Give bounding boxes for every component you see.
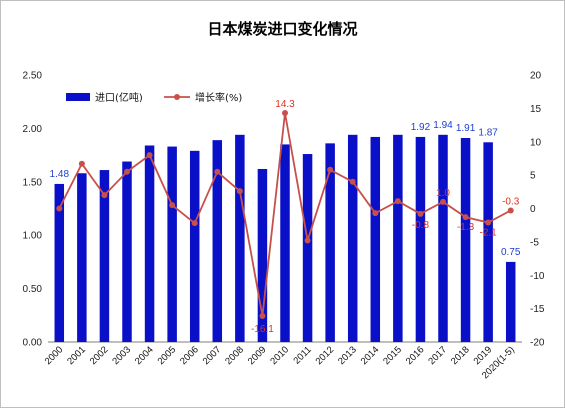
x-tick-label: 2006 [178, 344, 201, 367]
bar [483, 142, 493, 342]
bar [347, 134, 358, 342]
y-right-tick-label: 0 [530, 204, 536, 215]
bar [415, 136, 426, 342]
x-tick-label: 2014 [359, 344, 382, 367]
legend-line-marker [174, 94, 180, 100]
bar-data-label: 0.75 [501, 247, 521, 258]
x-tick-label: 2013 [336, 344, 359, 367]
line-point [124, 168, 130, 175]
x-tick-label: 2018 [449, 344, 472, 367]
bar [438, 134, 448, 342]
y-left-tick-label: 0.50 [23, 284, 43, 295]
line-series: -16.1 14.3 -0.8 1.0 -1.3 -2.1 -0.3 [56, 99, 520, 335]
x-tick-label: 2010 [268, 344, 291, 367]
line-point [101, 192, 108, 199]
bar-series: 1.48 1.92 1.94 1.91 1.87 0.75 [50, 120, 521, 342]
x-tick-label: 2017 [426, 344, 449, 367]
line-data-label: -2.1 [480, 228, 498, 239]
line-point [507, 207, 514, 214]
bar [370, 136, 381, 342]
line-data-label: 1.0 [436, 188, 450, 199]
legend-bar-swatch [66, 93, 90, 101]
line-point [304, 237, 311, 244]
line-point [417, 210, 424, 217]
line-point [214, 168, 221, 175]
line-data-label: -0.3 [502, 197, 520, 208]
line-point [259, 312, 266, 319]
line-point [485, 219, 492, 226]
x-tick-label: 2003 [110, 344, 133, 367]
x-tick-label: 2002 [88, 344, 111, 367]
bar [325, 143, 335, 342]
bar [77, 173, 87, 342]
y-left-tick-label: 1.50 [23, 177, 43, 188]
line-point [78, 160, 85, 167]
bar [167, 146, 177, 342]
bar [302, 154, 313, 342]
bar [144, 145, 155, 342]
line-point [282, 110, 288, 117]
x-tick-label: 2009 [246, 344, 269, 367]
line-point [56, 205, 63, 212]
legend-bar-label: 进口(亿吨) [95, 91, 143, 104]
line-data-label: -0.8 [412, 220, 430, 231]
line-point [440, 198, 446, 205]
line-point [462, 214, 469, 221]
y-left-tick-label: 2.00 [23, 124, 43, 135]
line-data-label: 14.3 [275, 99, 295, 110]
y-right-tick-label: 10 [530, 137, 542, 148]
y-right-tick-label: -15 [530, 304, 545, 315]
bar [99, 170, 110, 342]
y-left-tick-label: 2.50 [23, 71, 43, 82]
line-data-label: -1.3 [457, 222, 475, 233]
x-tick-label: 2015 [381, 344, 404, 367]
x-tick-label: 2016 [404, 344, 427, 367]
bar [212, 140, 223, 342]
line-data-label: -16.1 [251, 324, 274, 335]
y-right-tick-label: 15 [530, 104, 542, 115]
bar-data-label: 1.91 [456, 123, 476, 134]
line-point [146, 152, 153, 159]
bar [54, 183, 65, 342]
y-left-tick-label: 0.00 [23, 338, 43, 349]
line-point [236, 188, 243, 195]
line-point [349, 178, 356, 185]
x-tick-label: 2011 [291, 344, 313, 366]
chart-title: 日本煤炭进口变化情况 [207, 20, 358, 38]
x-tick-label: 2001 [65, 344, 88, 367]
x-tick-label: 2005 [156, 344, 179, 367]
bar-data-label: 1.87 [478, 127, 498, 138]
line-point [327, 166, 334, 173]
y-right-tick-label: -5 [530, 237, 539, 248]
bar [235, 134, 245, 342]
x-tick-label: 2012 [314, 344, 337, 367]
bar [257, 168, 268, 342]
x-tick-label: 2004 [133, 344, 156, 367]
bar [280, 144, 290, 342]
x-tick-label: 2000 [43, 344, 66, 367]
bar [505, 261, 516, 342]
legend: 进口(亿吨) 增长率(%) [66, 91, 242, 104]
x-tick-label: 2008 [223, 344, 246, 367]
x-tick-label: 2007 [201, 344, 224, 367]
y-left-tick-label: 1.00 [23, 231, 43, 242]
y-right-tick-label: -10 [530, 271, 545, 282]
line-point [372, 210, 379, 217]
y-right-tick-label: 20 [530, 71, 542, 82]
y-right-tick-label: 5 [530, 171, 536, 182]
bar [122, 161, 132, 342]
bar [393, 134, 403, 342]
line-point [169, 202, 176, 209]
bar [460, 138, 471, 342]
bar-data-label: 1.94 [433, 120, 453, 131]
line-point [394, 198, 401, 205]
y-right-tick-label: -20 [530, 338, 545, 349]
bar-data-label: 1.48 [50, 169, 70, 180]
bar-data-label: 1.92 [411, 122, 431, 133]
line-point [191, 220, 198, 227]
bar [189, 150, 200, 342]
legend-line-label: 增长率(%) [195, 91, 242, 104]
